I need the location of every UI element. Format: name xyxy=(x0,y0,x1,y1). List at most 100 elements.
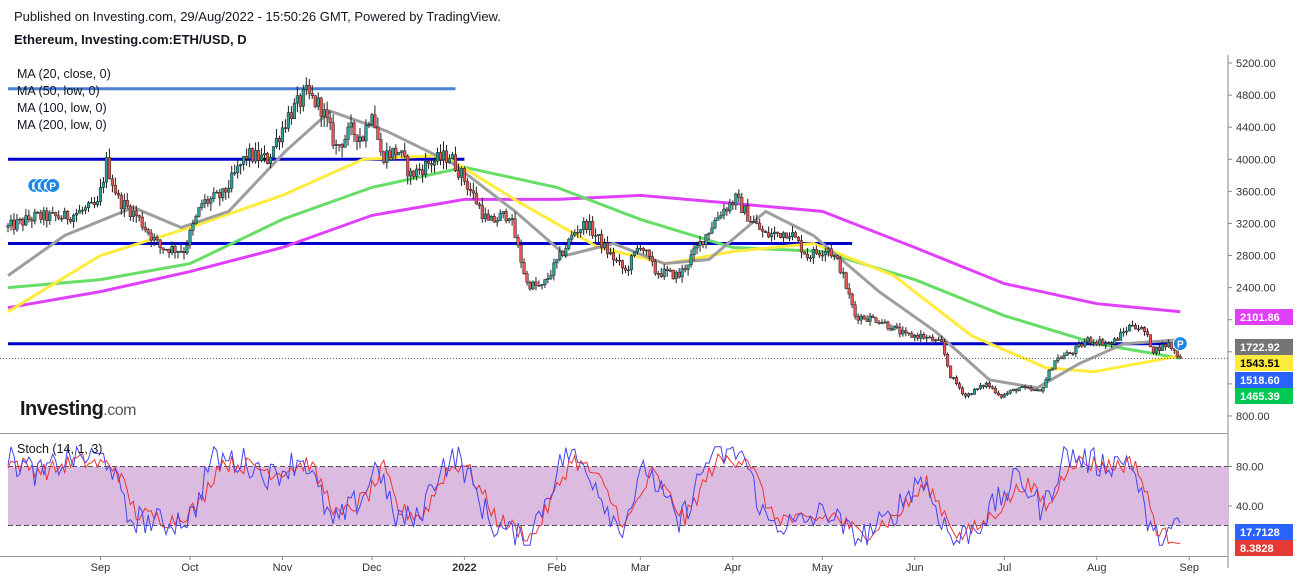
candle-body xyxy=(215,191,219,194)
candle-body xyxy=(674,271,678,280)
candle-body xyxy=(328,117,332,124)
candle-body xyxy=(227,188,231,193)
candle-body xyxy=(412,170,416,177)
candle-body xyxy=(170,246,174,254)
candle-body xyxy=(1139,327,1144,330)
candle-body xyxy=(277,137,281,143)
candle-body xyxy=(764,230,768,233)
candle-body xyxy=(122,199,126,210)
indicator-ma50-label[interactable]: MA (50, low, 0) xyxy=(17,84,100,98)
stoch-value-box xyxy=(1235,540,1293,556)
candle-body xyxy=(343,139,347,148)
candle-body xyxy=(164,249,168,251)
indicator-legend: MA (20, close, 0) MA (50, low, 0) MA (10… xyxy=(17,66,111,134)
candle-body xyxy=(1035,389,1039,391)
time-axis-label: May xyxy=(812,562,833,574)
candle-body xyxy=(805,253,809,259)
candle-body xyxy=(1068,352,1072,354)
stoch-value-box xyxy=(1235,524,1293,540)
candle-body xyxy=(403,150,407,157)
candle-body xyxy=(1047,370,1051,380)
candle-body xyxy=(1014,389,1018,392)
candle-body xyxy=(773,231,777,234)
candle-body xyxy=(597,234,601,236)
candle-body xyxy=(89,202,94,204)
candle-body xyxy=(191,223,195,231)
pin-marker-icon xyxy=(45,177,61,193)
candle-body xyxy=(856,315,860,321)
candle-body xyxy=(755,221,759,224)
candle-body xyxy=(319,97,323,117)
candle-body xyxy=(823,251,827,256)
candle-body xyxy=(617,259,622,262)
candle-body xyxy=(1148,334,1152,348)
candle-body xyxy=(492,216,496,223)
candle-body xyxy=(1116,338,1120,341)
candle-body xyxy=(859,315,863,321)
candle-body xyxy=(209,198,213,204)
candle-body xyxy=(239,164,243,167)
candle-body xyxy=(286,112,290,129)
candle-body xyxy=(337,144,341,146)
candle-body xyxy=(63,210,67,219)
candle-body xyxy=(1011,389,1015,391)
candle-body xyxy=(779,232,783,238)
candle-body xyxy=(579,229,583,233)
candle-body xyxy=(737,193,741,198)
candle-body xyxy=(301,89,305,107)
candle-body xyxy=(838,258,842,273)
candle-body xyxy=(1107,342,1111,344)
candle-body xyxy=(829,248,833,257)
candle-body xyxy=(86,202,91,208)
candle-body xyxy=(441,150,446,161)
candle-body xyxy=(39,212,43,220)
candle-body xyxy=(603,242,607,249)
price-label-box xyxy=(1235,372,1293,388)
candle-body xyxy=(1125,330,1129,333)
candle-body xyxy=(456,170,460,178)
candle-body xyxy=(784,232,789,239)
candle-body xyxy=(952,377,956,379)
candle-body xyxy=(69,219,73,222)
candle-body xyxy=(349,122,353,128)
indicator-ma200-label[interactable]: MA (200, low, 0) xyxy=(17,118,107,132)
candle-body xyxy=(707,232,711,235)
candle-body xyxy=(567,238,571,249)
investing-logo: Investing.com xyxy=(20,398,136,421)
candle-body xyxy=(847,288,851,295)
candle-body xyxy=(236,165,240,173)
candle-body xyxy=(501,211,505,214)
candle-body xyxy=(883,321,887,324)
candle-body xyxy=(1074,346,1078,354)
candle-body xyxy=(710,227,714,234)
candle-body xyxy=(1095,341,1099,345)
candle-body xyxy=(850,293,854,306)
candle-body xyxy=(385,150,389,163)
logo-main: Investing xyxy=(20,398,104,420)
candle-body xyxy=(746,205,750,222)
candle-body xyxy=(1178,356,1182,359)
candle-body xyxy=(966,393,971,397)
indicator-ma20-label[interactable]: MA (20, close, 0) xyxy=(17,67,111,81)
candle-body xyxy=(1002,394,1006,398)
candle-body xyxy=(972,389,977,395)
stoch-label[interactable]: Stoch (14, 1, 3) xyxy=(17,442,103,456)
price-axis-label: 3600.00 xyxy=(1236,186,1276,198)
candle-body xyxy=(84,207,88,211)
candle-body xyxy=(158,239,162,249)
candle-body xyxy=(268,156,273,164)
candle-body xyxy=(1071,353,1075,355)
candle-body xyxy=(230,172,234,189)
candle-body xyxy=(692,247,696,256)
stoch-axis-label: 40.00 xyxy=(1236,501,1264,513)
indicator-ma100-label[interactable]: MA (100, low, 0) xyxy=(17,101,107,115)
candle-body xyxy=(45,210,49,221)
candle-body xyxy=(546,278,550,280)
candle-body xyxy=(802,251,806,255)
candle-body xyxy=(200,203,204,208)
candle-body xyxy=(531,281,535,290)
candle-body xyxy=(937,339,941,341)
candle-body xyxy=(233,172,237,174)
candle-body xyxy=(752,221,756,223)
